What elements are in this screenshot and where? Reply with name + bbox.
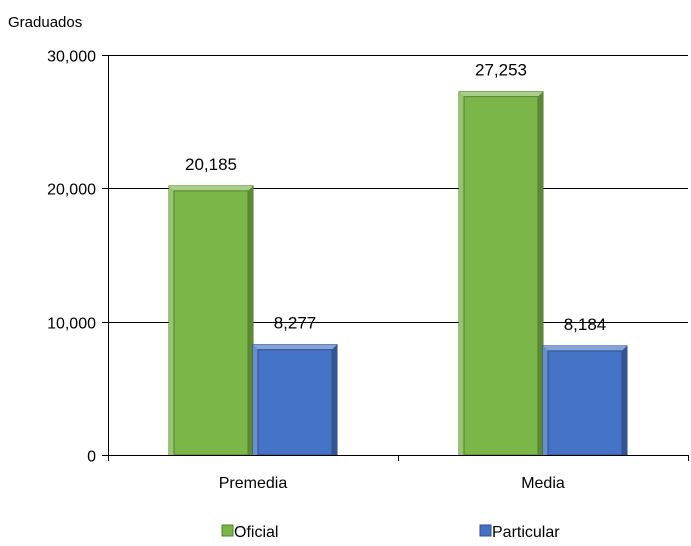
data-label: 8,184 [564,315,607,334]
bar-bevel-right [622,345,627,455]
bar-bevel-right [248,185,253,455]
y-axis-ticks: 0 10,000 20,000 30,000 [47,49,108,466]
y-tick-label: 0 [87,449,96,466]
bar-bevel-left [459,91,464,456]
bar-bevel-top [543,345,627,351]
data-label: 27,253 [475,61,527,80]
bar-bevel-left [543,345,548,455]
x-tick-label: Media [521,475,565,492]
y-tick-label: 10,000 [47,316,96,333]
legend-swatch-particular [479,524,492,537]
bar-bevel-left [169,185,174,455]
y-tick-label: 20,000 [47,182,96,199]
bar-bevel-right [538,91,543,456]
bar-bevel-left [253,344,258,455]
x-tick-label: Premedia [219,475,288,492]
bar-bevel-top [459,91,543,97]
legend-label-particular: Particular [492,524,560,541]
y-tick-label: 30,000 [47,49,96,66]
bar-face [463,96,539,456]
bar-bevel-right [332,344,337,455]
legend: Oficial Particular [221,524,560,541]
bars [168,91,628,456]
legend-swatch-oficial [221,524,234,537]
data-label: 8,277 [274,314,317,333]
data-label: 20,185 [185,155,237,174]
bar-bevel-top [253,344,337,350]
data-labels: 20,185 8,277 27,253 8,184 [185,61,606,334]
bar-face [257,349,333,456]
y-axis-title: Graduados [8,14,82,31]
bar-face [547,350,623,456]
x-axis: Premedia Media [108,55,689,492]
bar-face [173,190,249,456]
bar-bevel-top [169,185,253,191]
legend-label-oficial: Oficial [234,524,278,541]
